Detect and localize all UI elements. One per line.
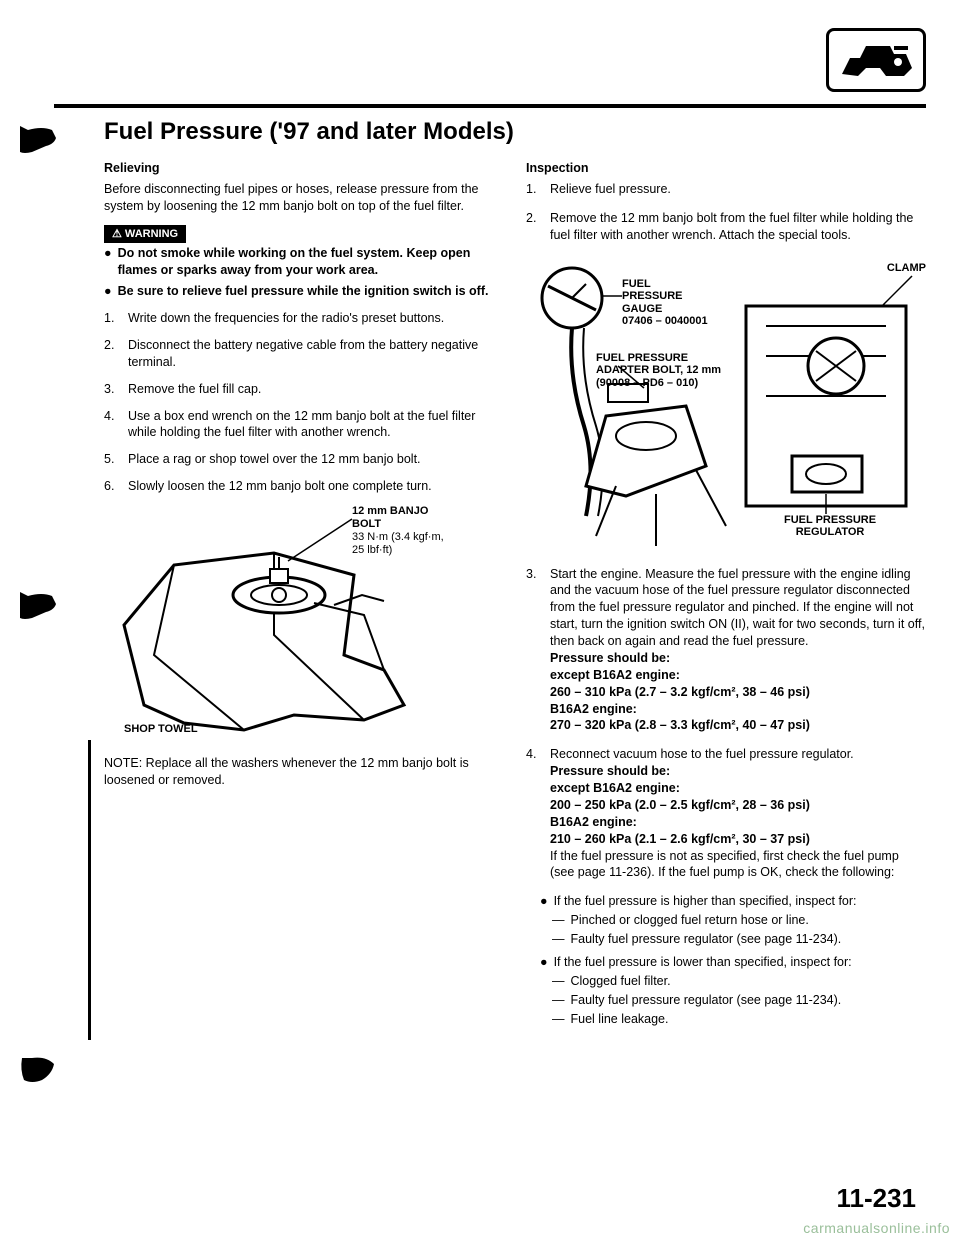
pressure-value: 260 – 310 kPa (2.7 – 3.2 kgf/cm², 38 – 4… <box>550 685 810 699</box>
step-text: Write down the frequencies for the radio… <box>128 310 444 327</box>
inspection-steps-cont: 3. Start the engine. Measure the fuel pr… <box>526 566 926 882</box>
page-title: Fuel Pressure ('97 and later Models) <box>104 118 926 146</box>
dash-text: Faulty fuel pressure regulator (see page… <box>571 931 842 948</box>
fig-label-torque: 33 N·m (3.4 kgf·m, 25 lbf·ft) <box>352 531 444 556</box>
bullet-icon: ● <box>104 245 112 279</box>
warning-badge: ⚠ WARNING <box>104 225 186 244</box>
engine-icon <box>826 28 926 92</box>
except-engine: except B16A2 engine: <box>550 781 680 795</box>
warning-list: ●Do not smoke while working on the fuel … <box>104 245 504 300</box>
sub-high: If the fuel pressure is higher than spec… <box>554 893 857 910</box>
dash-text: Fuel line leakage. <box>571 1011 669 1028</box>
step-text: Start the engine. Measure the fuel press… <box>550 566 926 735</box>
note-text: NOTE: Replace all the washers whenever t… <box>104 755 504 789</box>
bullet-icon: ● <box>540 954 548 971</box>
step-text: Slowly loosen the 12 mm banjo bolt one c… <box>128 478 432 495</box>
dash-icon: — <box>552 1011 565 1028</box>
pressure-should-be: Pressure should be: <box>550 764 670 778</box>
step-text: Disconnect the battery negative cable fr… <box>128 337 504 371</box>
step-number: 1. <box>104 310 120 327</box>
pressure-value: 270 – 320 kPa (2.8 – 3.3 kgf/cm², 40 – 4… <box>550 718 810 732</box>
fig-label-banjo: 12 mm BANJO BOLT <box>352 505 428 530</box>
fig-label-gauge: FUEL PRESSURE GAUGE 07406 – 0040001 <box>622 278 708 329</box>
warning-item: Do not smoke while working on the fuel s… <box>118 245 504 279</box>
step3-body: Start the engine. Measure the fuel press… <box>550 567 925 649</box>
inspection-heading: Inspection <box>526 160 926 177</box>
bullet-icon: ● <box>104 283 112 300</box>
margin-marker-icon <box>18 1054 58 1086</box>
step-number: 3. <box>526 566 542 735</box>
step4-tail: If the fuel pressure is not as specified… <box>550 849 899 880</box>
sub-low: If the fuel pressure is lower than speci… <box>554 954 852 971</box>
margin-bar <box>88 740 91 1040</box>
margin-marker-icon <box>18 590 58 622</box>
fig-label-adapter: FUEL PRESSURE ADAPTER BOLT, 12 mm (90008… <box>596 352 721 390</box>
engine-label: B16A2 engine: <box>550 815 637 829</box>
step-text: Reconnect vacuum hose to the fuel pressu… <box>550 746 926 881</box>
page-number: 11-231 <box>836 1183 916 1214</box>
bullet-icon: ● <box>540 893 548 910</box>
relieving-heading: Relieving <box>104 160 504 177</box>
step-text: Relieve fuel pressure. <box>550 181 671 198</box>
step-number: 5. <box>104 451 120 468</box>
dash-text: Pinched or clogged fuel return hose or l… <box>571 912 809 929</box>
dash-text: Clogged fuel filter. <box>571 973 671 990</box>
step-number: 1. <box>526 181 542 198</box>
fig-label-regulator: FUEL PRESSURE REGULATOR <box>784 514 876 539</box>
engine-label: B16A2 engine: <box>550 702 637 716</box>
figure-pressure-gauge: FUEL PRESSURE GAUGE 07406 – 0040001 CLAM… <box>526 256 926 556</box>
relieving-paragraph: Before disconnecting fuel pipes or hoses… <box>104 181 504 215</box>
margin-marker-icon <box>18 124 58 156</box>
pressure-value: 200 – 250 kPa (2.0 – 2.5 kgf/cm², 28 – 3… <box>550 798 810 812</box>
pressure-should-be: Pressure should be: <box>550 651 670 665</box>
step-text: Use a box end wrench on the 12 mm banjo … <box>128 408 504 442</box>
step-number: 4. <box>104 408 120 442</box>
step-number: 2. <box>526 210 542 244</box>
step-text: Place a rag or shop towel over the 12 mm… <box>128 451 421 468</box>
fig-label-clamp: CLAMP <box>887 262 926 275</box>
step-text: Remove the fuel fill cap. <box>128 381 261 398</box>
inspection-steps: 1. Relieve fuel pressure. 2.Remove the 12… <box>526 181 926 244</box>
step-number: 3. <box>104 381 120 398</box>
relieving-steps: 1. Write down the frequencies for the rad… <box>104 310 504 495</box>
step-text: Remove the 12 mm banjo bolt from the fue… <box>550 210 926 244</box>
step-number: 6. <box>104 478 120 495</box>
pressure-value: 210 – 260 kPa (2.1 – 2.6 kgf/cm², 30 – 3… <box>550 832 810 846</box>
warning-item: Be sure to relieve fuel pressure while t… <box>118 283 489 300</box>
fig-label-shop-towel: SHOP TOWEL <box>124 723 198 736</box>
except-engine: except B16A2 engine: <box>550 668 680 682</box>
step4-body: Reconnect vacuum hose to the fuel pressu… <box>550 747 854 761</box>
dash-icon: — <box>552 912 565 929</box>
figure-shop-towel: 12 mm BANJO BOLT 33 N·m (3.4 kgf·m, 25 l… <box>104 505 504 745</box>
dash-icon: — <box>552 992 565 1009</box>
step-number: 2. <box>104 337 120 371</box>
dash-text: Faulty fuel pressure regulator (see page… <box>571 992 842 1009</box>
top-rule <box>54 104 926 108</box>
dash-icon: — <box>552 931 565 948</box>
watermark: carmanualsonline.info <box>803 1220 950 1236</box>
dash-icon: — <box>552 973 565 990</box>
step-number: 4. <box>526 746 542 881</box>
